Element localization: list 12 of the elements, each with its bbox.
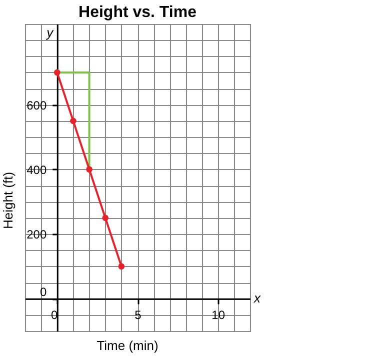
y-tick-label: 200	[26, 228, 47, 242]
y-tick-label: 400	[26, 162, 47, 177]
x-tick-label: 5	[134, 308, 142, 322]
x-axis-title: Time (min)	[96, 338, 158, 354]
x-tick-label: 0	[50, 308, 58, 322]
annotation: y	[46, 25, 55, 40]
y-tick-label: 600	[26, 98, 47, 112]
y-axis-title: Height (ft)	[0, 172, 16, 230]
x-tick-label: 10	[212, 308, 226, 322]
y-tick-label: 0	[40, 285, 47, 300]
chart-title: Height vs. Time	[78, 4, 197, 21]
text: x	[253, 290, 261, 306]
